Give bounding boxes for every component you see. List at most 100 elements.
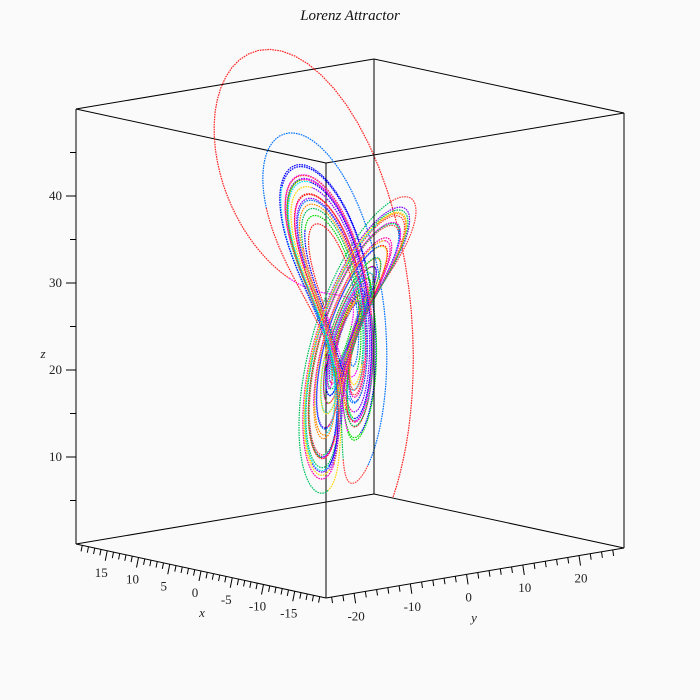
x-tick-label: -10 — [249, 599, 266, 614]
y-tick — [443, 578, 446, 585]
box-edge-back-top-y — [325, 112, 625, 164]
x-tick — [229, 577, 233, 588]
x-tick — [136, 557, 139, 568]
trajectory-segment — [311, 419, 339, 473]
trajectory-segment — [347, 261, 378, 441]
x-tick — [280, 588, 283, 595]
trajectory-segment — [343, 276, 365, 391]
trajectory-segment — [302, 306, 335, 480]
x-tick — [261, 584, 264, 595]
trajectory-segment — [321, 380, 346, 459]
x-tick — [292, 591, 296, 602]
y-tick — [578, 555, 582, 566]
trajectory-segment — [319, 341, 341, 415]
z-tick-label: 10 — [49, 449, 62, 464]
y-tick-label: -10 — [404, 599, 421, 614]
x-tick — [236, 579, 239, 586]
y-tick — [533, 563, 536, 570]
x-tick — [318, 596, 321, 603]
box-edge-right-bottom-y — [75, 493, 375, 545]
trajectory-segment — [323, 307, 358, 378]
y-tick — [398, 585, 401, 592]
y-tick — [589, 553, 592, 560]
y-tick — [488, 570, 491, 577]
trajectory-segment — [327, 257, 382, 342]
chart-title: Lorenz Attractor — [299, 8, 400, 24]
trajectory-segment — [324, 206, 411, 332]
x-tick — [186, 568, 189, 575]
x-tick-label: 15 — [95, 565, 108, 580]
trajectory-segment — [304, 230, 345, 376]
trajectory-segment — [284, 174, 372, 316]
box-front-edges — [75, 59, 625, 599]
y-tick — [432, 580, 435, 587]
y-tick — [454, 576, 457, 583]
x-tick — [143, 558, 146, 565]
trajectory — [213, 48, 417, 498]
x-tick — [167, 564, 171, 575]
x-tick — [161, 562, 164, 569]
y-tick — [331, 596, 334, 604]
trajectory-segment — [334, 366, 344, 460]
y-tick — [466, 574, 469, 585]
box-edge-back-top-x — [373, 58, 625, 114]
trajectory-segment — [344, 277, 372, 362]
y-tick-label: 10 — [518, 580, 531, 595]
trajectory-segment — [298, 203, 357, 316]
y-tick-label: -20 — [347, 608, 364, 623]
trajectory-segment — [314, 240, 385, 436]
x-tick — [255, 583, 258, 590]
trajectory-segment — [304, 223, 378, 472]
x-tick — [155, 561, 158, 568]
trajectory-segment — [280, 186, 336, 391]
trajectory-segment — [293, 193, 358, 323]
y-tick — [612, 549, 615, 556]
x-tick — [118, 553, 121, 560]
y-axis-label: y — [469, 610, 477, 625]
trajectory-segment — [302, 247, 347, 392]
x-tick — [218, 574, 221, 582]
z-axis-label: z — [39, 346, 45, 361]
x-tick — [99, 549, 102, 556]
box-edge-front-top-x — [75, 108, 327, 164]
z-tick-label: 30 — [49, 275, 62, 290]
box-back-edges — [75, 58, 625, 598]
trajectory-segment — [287, 180, 336, 369]
trajectory-segment — [311, 187, 371, 413]
trajectory-segment — [323, 322, 349, 433]
trajectory-segment — [310, 181, 372, 420]
x-tick — [86, 546, 89, 553]
trajectory-segment — [265, 207, 333, 385]
trajectory-segment — [304, 268, 347, 409]
trajectory-segment — [344, 314, 374, 427]
x-tick-label: -15 — [280, 605, 297, 620]
z-tick-label: 40 — [49, 188, 62, 203]
x-tick-label: 10 — [126, 572, 139, 587]
y-tick — [353, 593, 357, 604]
x-tick — [243, 580, 246, 587]
x-tick — [104, 550, 108, 561]
trajectory-segment — [213, 48, 414, 498]
z-tick-label: 20 — [49, 362, 62, 377]
trajectory-segment — [347, 266, 373, 423]
trajectory-segment — [346, 374, 372, 422]
box-edge-bottom-y — [325, 547, 625, 599]
x-tick — [224, 576, 227, 583]
trajectory-segment — [350, 209, 409, 355]
x-tick — [299, 592, 302, 599]
trajectory-segment — [333, 367, 340, 465]
x-tick — [205, 572, 208, 579]
x-tick — [174, 565, 177, 572]
y-tick — [511, 566, 513, 573]
axis-ticks: 10 20 30 40 -15 -10 -5 0 5 10 15 -20 -10 0 10 20 — [49, 152, 615, 623]
trajectory-segment — [298, 201, 391, 494]
y-tick-label: 20 — [575, 571, 588, 586]
trajectory-segment — [307, 338, 336, 460]
trajectory-segment — [326, 285, 359, 390]
y-tick — [556, 559, 558, 566]
trajectory-segment — [336, 286, 369, 382]
x-tick-label: 5 — [161, 578, 168, 593]
trajectory-segment — [327, 325, 361, 429]
trajectory-segment — [296, 197, 367, 355]
y-tick — [477, 572, 480, 579]
